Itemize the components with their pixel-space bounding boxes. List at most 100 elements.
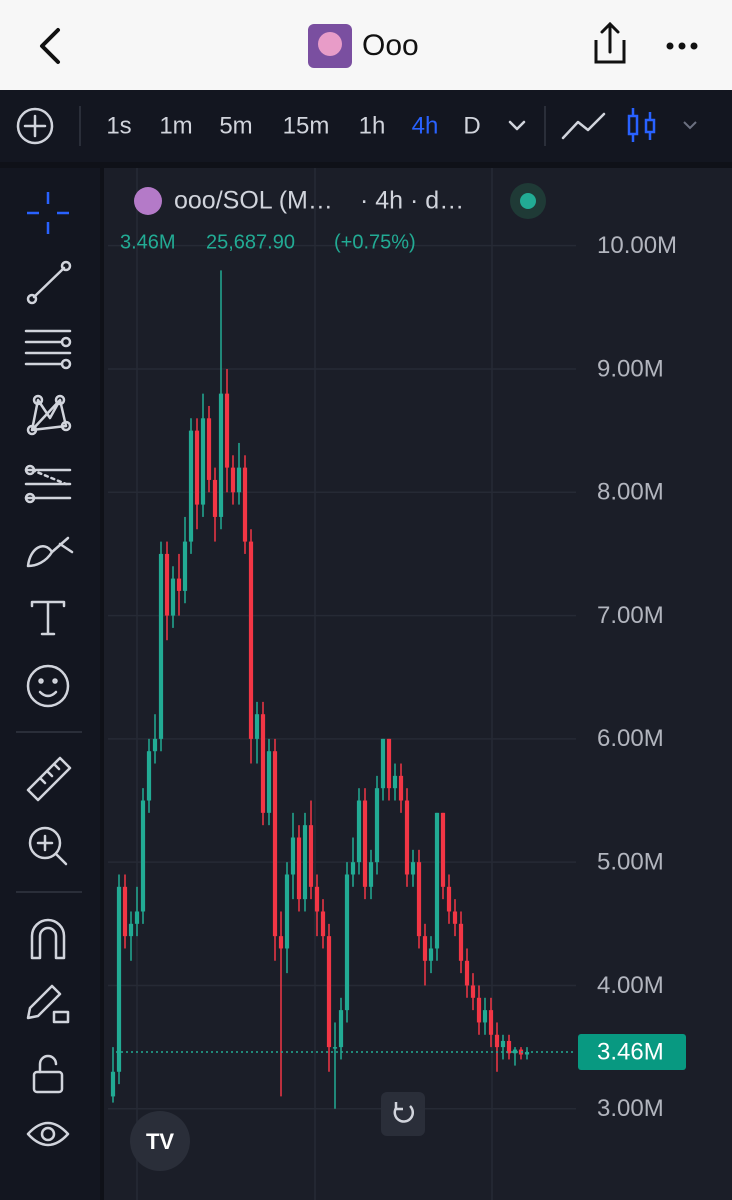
timeframe-button[interactable]: 1s: [106, 112, 131, 139]
more-button[interactable]: [666, 42, 698, 50]
y-tick-label: 8.00M: [597, 479, 664, 506]
candle-body: [314, 886, 320, 912]
candle-body: [464, 960, 470, 986]
candle-body: [236, 467, 242, 493]
candle-body: [338, 1010, 344, 1048]
candle-body: [230, 467, 236, 493]
last-price-label: 3.46M: [597, 1038, 664, 1065]
pattern-tool[interactable]: [26, 394, 72, 436]
candle-body: [428, 948, 434, 961]
candle-body: [110, 1071, 116, 1097]
candle-body: [260, 714, 266, 813]
symbol-interval: · 4h · d…: [360, 187, 464, 215]
candle-body: [200, 418, 206, 505]
candle-body: [332, 1047, 338, 1049]
crosshair-tool[interactable]: [27, 192, 69, 234]
y-tick-label: 3.00M: [597, 1095, 664, 1122]
line-style-button[interactable]: [561, 112, 606, 140]
zoom-tool[interactable]: [28, 826, 68, 866]
add-indicator-button[interactable]: [16, 107, 54, 145]
candle-body: [152, 738, 158, 752]
toolbar: [0, 90, 732, 162]
candle-body: [440, 812, 446, 887]
candle-body: [254, 714, 260, 739]
share-button[interactable]: [594, 21, 626, 64]
candle-body: [434, 812, 440, 949]
y-tick-label: 4.00M: [597, 972, 664, 999]
candle-body: [128, 923, 134, 937]
candle-body: [380, 738, 386, 789]
unlock-tool[interactable]: [32, 1054, 64, 1094]
candle-body: [206, 418, 212, 480]
candle-body: [248, 541, 254, 739]
candle-body: [350, 862, 356, 875]
candle-body: [410, 862, 416, 875]
candle-body: [218, 393, 224, 517]
candle-body: [458, 923, 464, 961]
candle-body: [392, 775, 398, 789]
candle-body: [476, 997, 482, 1023]
candle-body: [356, 800, 362, 863]
candle-body: [416, 862, 422, 937]
tradingview-logo[interactable]: TV: [130, 1111, 190, 1171]
candle-body: [374, 788, 380, 863]
candle-style-button[interactable]: [627, 108, 656, 142]
text-tool[interactable]: [30, 600, 66, 636]
timeframe-button[interactable]: 4h: [412, 112, 439, 139]
candle-body: [362, 800, 368, 887]
candle-body: [308, 825, 314, 887]
emoji-tool[interactable]: [26, 664, 70, 708]
candle-body: [344, 874, 350, 1011]
candle-body: [176, 578, 182, 591]
back-button[interactable]: [40, 28, 60, 64]
ruler-tool[interactable]: [26, 756, 72, 802]
candle-body: [326, 936, 332, 1048]
timeframe-button[interactable]: D: [463, 112, 480, 139]
candle-body: [368, 862, 374, 887]
fib-tool[interactable]: [24, 329, 72, 370]
y-tick-label: 10.00M: [597, 232, 677, 259]
visibility-tool[interactable]: [26, 1121, 70, 1147]
candle-body: [164, 553, 170, 616]
candle-body: [320, 911, 326, 937]
forecast-tool[interactable]: [24, 464, 72, 504]
reset-button[interactable]: [381, 1092, 425, 1136]
chart-panel: [104, 168, 732, 1200]
candle-body: [290, 837, 296, 875]
trend-line-tool[interactable]: [26, 260, 72, 305]
timeframe-button[interactable]: 1m: [159, 112, 192, 139]
market-status-dot: [520, 193, 536, 209]
header-title: Ooo: [362, 29, 419, 62]
candle-body: [266, 751, 272, 813]
symbol-name: ooo/SOL (M…: [174, 187, 333, 215]
candle-body: [284, 874, 290, 949]
y-tick-label: 6.00M: [597, 725, 664, 752]
candle-body: [224, 393, 230, 468]
symbol-icon: [134, 187, 162, 215]
timeframe-button[interactable]: 15m: [283, 112, 330, 139]
lock-drawings-tool[interactable]: [26, 984, 70, 1024]
candle-body: [494, 1034, 500, 1048]
candle-body: [512, 1049, 518, 1054]
candle-body: [452, 911, 458, 924]
brush-tool[interactable]: [26, 536, 74, 568]
interval-dropdown[interactable]: [508, 120, 526, 131]
legend-change: 25,687.90: [206, 231, 295, 253]
candle-body: [278, 936, 284, 949]
y-tick-label: 5.00M: [597, 849, 664, 876]
candle-body: [134, 911, 140, 924]
candle-body: [296, 837, 302, 900]
candle-body: [188, 430, 194, 542]
style-dropdown[interactable]: [683, 121, 697, 130]
magnet-tool[interactable]: [30, 918, 66, 960]
candle-body: [116, 886, 122, 1072]
candle-body: [272, 751, 278, 937]
candle-body: [242, 467, 248, 542]
timeframe-button[interactable]: 5m: [219, 112, 252, 139]
timeframe-button[interactable]: 1h: [359, 112, 386, 139]
candle-body: [470, 985, 476, 998]
candle-body: [482, 1010, 488, 1023]
candle-body: [170, 578, 176, 616]
candle-body: [158, 553, 164, 739]
candle-body: [140, 800, 146, 912]
